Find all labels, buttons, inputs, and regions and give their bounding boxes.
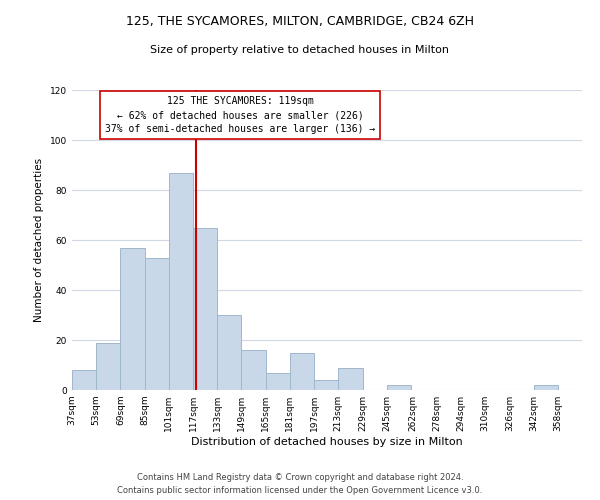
Bar xyxy=(193,228,217,390)
Bar xyxy=(338,368,362,390)
Bar xyxy=(241,350,266,390)
Bar xyxy=(96,342,121,390)
Bar xyxy=(145,258,169,390)
Bar xyxy=(169,172,193,390)
Bar xyxy=(121,248,145,390)
Text: 125 THE SYCAMORES: 119sqm
← 62% of detached houses are smaller (226)
37% of semi: 125 THE SYCAMORES: 119sqm ← 62% of detac… xyxy=(105,96,376,134)
Bar xyxy=(314,380,338,390)
Y-axis label: Number of detached properties: Number of detached properties xyxy=(34,158,44,322)
X-axis label: Distribution of detached houses by size in Milton: Distribution of detached houses by size … xyxy=(191,437,463,447)
Bar xyxy=(387,385,411,390)
Text: Contains HM Land Registry data © Crown copyright and database right 2024.
Contai: Contains HM Land Registry data © Crown c… xyxy=(118,474,482,495)
Bar xyxy=(533,385,558,390)
Bar xyxy=(290,352,314,390)
Text: Size of property relative to detached houses in Milton: Size of property relative to detached ho… xyxy=(151,45,449,55)
Bar xyxy=(266,372,290,390)
Bar xyxy=(217,315,241,390)
Text: 125, THE SYCAMORES, MILTON, CAMBRIDGE, CB24 6ZH: 125, THE SYCAMORES, MILTON, CAMBRIDGE, C… xyxy=(126,15,474,28)
Bar xyxy=(72,370,96,390)
